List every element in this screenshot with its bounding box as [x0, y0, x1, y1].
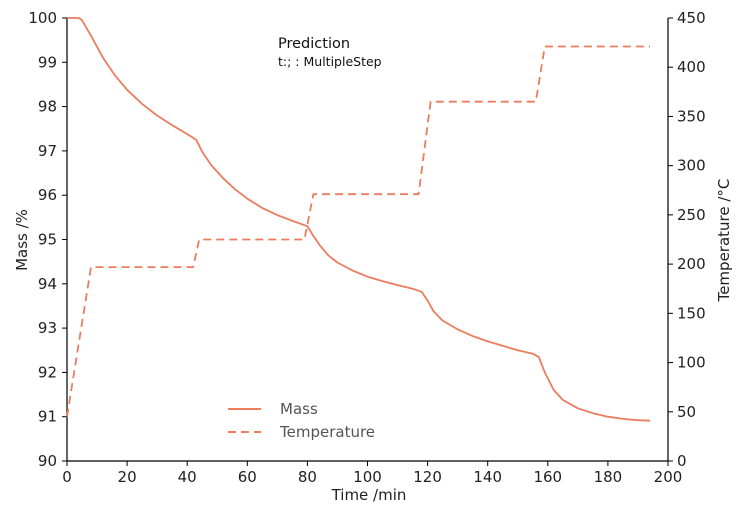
y-tick-label: 99	[38, 53, 57, 71]
legend-mass-label: Mass	[280, 400, 318, 418]
y2-axis-label: Temperature /°C	[715, 179, 733, 303]
x-tick-label: 40	[178, 468, 197, 486]
y2-tick-label: 300	[677, 157, 706, 175]
legend-temperature-label: Temperature	[279, 423, 375, 441]
y-tick-label: 98	[38, 98, 57, 116]
y-tick-label: 94	[38, 275, 57, 293]
ticks: 0 20 40 60 80 100 120 140 160 180 200 90 91 92 93 94 95 9…	[28, 9, 705, 486]
y-tick-label: 93	[38, 319, 57, 337]
y2-tick-label: 150	[677, 304, 706, 322]
y-tick-label: 90	[38, 452, 57, 470]
y-tick-label: 97	[38, 142, 57, 160]
series	[66, 17, 651, 422]
x-tick-label: 20	[118, 468, 137, 486]
y-tick-label: 96	[38, 186, 57, 204]
x-tick-label: 80	[298, 468, 317, 486]
chart-title: Prediction	[278, 36, 350, 52]
x-tick-label: 160	[533, 468, 562, 486]
x-axis-label: Time /min	[331, 486, 407, 504]
chart-subtitle: t:; : MultipleStep	[278, 54, 382, 69]
y-tick-label: 95	[38, 231, 57, 249]
y-axis-label: Mass /%	[13, 209, 31, 271]
x-tick-label: 120	[413, 468, 442, 486]
x-tick-label: 100	[353, 468, 382, 486]
y2-tick-label: 400	[677, 58, 706, 76]
legend: Mass Temperature	[228, 400, 375, 441]
x-tick-label: 140	[473, 468, 502, 486]
x-tick-label: 0	[62, 468, 72, 486]
y2-tick-label: 450	[677, 9, 706, 27]
series-line-temperature	[66, 45, 650, 417]
y2-tick-label: 100	[677, 354, 706, 372]
y2-tick-label: 350	[677, 107, 706, 125]
y2-tick-label: 250	[677, 206, 706, 224]
y2-tick-label: 200	[677, 255, 706, 273]
x-tick-label: 180	[594, 468, 623, 486]
y-tick-label: 91	[38, 408, 57, 426]
y2-tick-label: 50	[677, 403, 696, 421]
x-tick-label: 200	[654, 468, 683, 486]
axes	[66, 18, 669, 462]
x-tick-label: 60	[238, 468, 257, 486]
series-line-mass	[67, 17, 651, 422]
y2-tick-label: 0	[677, 452, 687, 470]
y-tick-label: 100	[28, 9, 57, 27]
y-tick-label: 92	[38, 363, 57, 381]
